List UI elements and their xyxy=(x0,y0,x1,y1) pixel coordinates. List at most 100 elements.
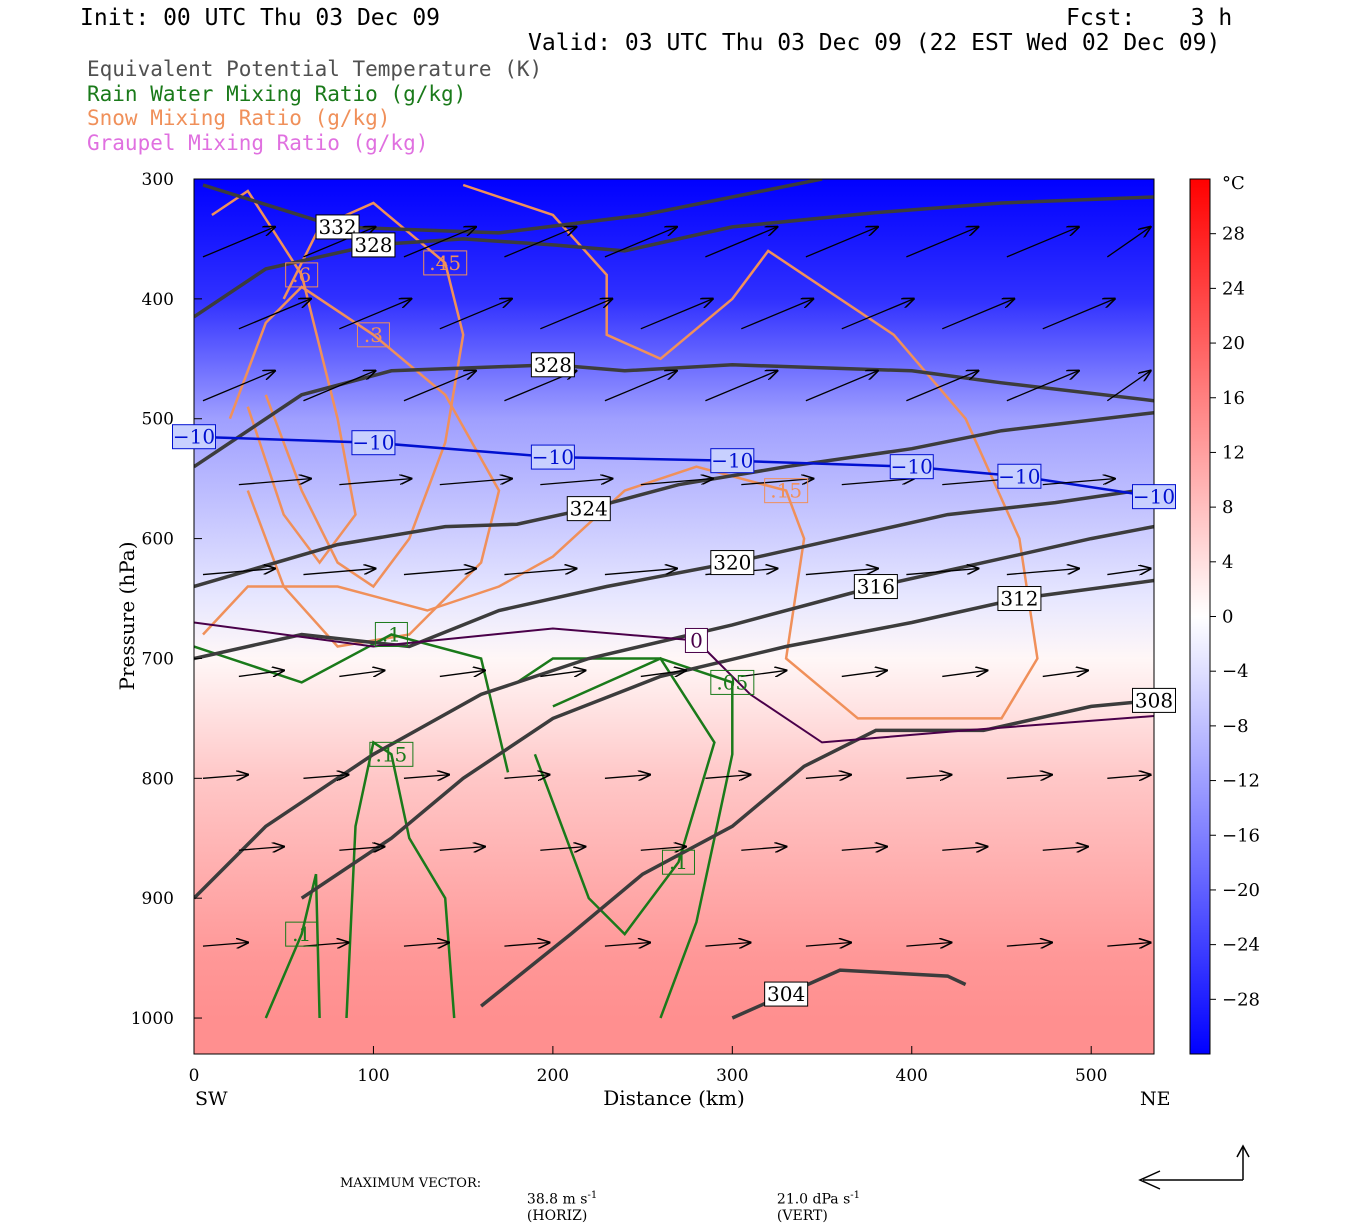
wind-vector xyxy=(942,299,1014,330)
minus10-isotherm-label: −10 xyxy=(1133,485,1175,509)
wind-vector xyxy=(604,943,650,947)
wind-vector xyxy=(202,775,248,779)
y-tick-label: 500 xyxy=(142,410,174,430)
rain-contour-label-group: .1 xyxy=(661,849,695,875)
wind-vector xyxy=(640,847,686,851)
wind-vector xyxy=(705,943,750,947)
minus10-isotherm-label: −10 xyxy=(352,431,394,455)
wind-vector xyxy=(403,227,476,258)
snow-contour-label-box xyxy=(764,478,809,504)
wind-vector xyxy=(741,670,786,676)
max-vector-label: MAXIMUM VECTOR: xyxy=(340,1176,482,1191)
theta-e-contour-label-box xyxy=(710,550,755,576)
wind-vector xyxy=(238,847,284,851)
reference-vector-icon xyxy=(1138,1144,1250,1190)
minus10-isotherm-label-group: −10 xyxy=(351,430,396,456)
plot-background xyxy=(194,179,1154,1054)
theta-e-contour-label-box xyxy=(351,232,396,258)
rain-contour-label-group: .05 xyxy=(710,669,755,695)
wind-vector xyxy=(540,670,585,676)
rain-contour-label-box xyxy=(661,849,695,875)
valid-time: Valid: 03 UTC Thu 03 Dec 09 (22 EST Wed … xyxy=(528,30,1221,56)
colorbar-tick-label: 0 xyxy=(1222,607,1233,628)
x-tick-label: 0 xyxy=(189,1066,200,1086)
sw-end-label: SW xyxy=(195,1088,228,1110)
y-tick-label: 900 xyxy=(142,889,174,909)
rain-contour-label-box xyxy=(374,621,408,647)
minus10-isotherm-label: −10 xyxy=(173,425,215,449)
y-tick-label: 400 xyxy=(142,290,174,310)
y-tick-label: 600 xyxy=(142,530,174,550)
rain-contour-label: .05 xyxy=(716,670,748,694)
minus10-isotherm-label-group: −10 xyxy=(889,454,934,480)
wind-vector xyxy=(303,569,375,576)
theta-e-contour-label-group: 320 xyxy=(710,550,755,576)
wind-vector xyxy=(841,670,887,676)
colorbar-tick-label: −12 xyxy=(1222,771,1260,792)
minus10-isotherm-label: −10 xyxy=(998,464,1040,488)
theta-e-contour-label-box xyxy=(853,574,898,600)
wind-vector xyxy=(604,775,650,779)
theta-e-contour xyxy=(194,524,1154,900)
wind-vector xyxy=(1042,847,1088,851)
freezing-line-label: 0 xyxy=(690,628,703,652)
legend-snow: Snow Mixing Ratio (g/kg) xyxy=(87,106,391,130)
wind-vector xyxy=(1006,775,1052,779)
theta-e-contour xyxy=(202,179,823,235)
wind-vector xyxy=(841,847,887,851)
legend-graupel: Graupel Mixing Ratio (g/kg) xyxy=(87,131,429,155)
wind-vector xyxy=(741,299,813,330)
wind-vector xyxy=(1006,569,1079,576)
theta-e-contour-label-box xyxy=(530,352,575,378)
wind-vector xyxy=(540,847,585,851)
snow-contour-label-group: .45 xyxy=(423,250,468,276)
wind-vector xyxy=(906,943,951,947)
snow-contour-label-group: .15 xyxy=(764,478,809,504)
wind-vector xyxy=(540,299,612,330)
wind-vector xyxy=(741,847,786,851)
wind-vector xyxy=(640,299,713,330)
y-tick-label: 800 xyxy=(142,769,174,789)
wind-vector xyxy=(1106,371,1150,402)
theta-e-contour-label: 324 xyxy=(570,497,608,521)
vert-unit: -1 xyxy=(850,1190,861,1201)
colorbar xyxy=(1189,178,1211,1055)
freezing-line-label-box xyxy=(684,627,708,653)
snow-contour-label: .6 xyxy=(292,263,311,287)
x-tick-label: 300 xyxy=(716,1066,748,1086)
wind-vector xyxy=(705,371,777,402)
rain-contour-label-group: .1 xyxy=(285,921,319,947)
wind-vector xyxy=(604,371,677,402)
wind-vector xyxy=(303,371,375,402)
theta-e-contour-label-group: 328 xyxy=(530,352,575,378)
wind-vector xyxy=(238,670,284,676)
rain-contour-label: .1 xyxy=(292,922,311,946)
theta-e-contour-label: 304 xyxy=(767,982,805,1006)
wind-vector xyxy=(504,569,576,576)
snow-contour-label: .45 xyxy=(429,251,461,275)
theta-e-contour xyxy=(194,195,1154,319)
wind-vector xyxy=(1006,371,1079,402)
theta-e-contour-label-group: 304 xyxy=(764,981,809,1007)
rain-contour xyxy=(533,656,716,937)
wind-vector xyxy=(1042,670,1088,676)
minus10-isotherm-label: −10 xyxy=(891,455,933,479)
wind-vector xyxy=(942,847,987,851)
minus10-isotherm-label-box xyxy=(997,463,1042,489)
wind-vector xyxy=(741,479,813,486)
freezing-line xyxy=(194,621,1154,744)
wind-vector xyxy=(906,371,978,402)
rain-contour-label: .1 xyxy=(669,850,688,874)
snow-contour-label: .3 xyxy=(364,323,383,347)
rain-contour-label: .1 xyxy=(382,622,401,646)
wind-vector xyxy=(640,479,713,486)
wind-vector xyxy=(1006,227,1079,258)
wind-vector xyxy=(403,569,476,576)
wind-vector xyxy=(303,943,348,947)
minus10-isotherm-label-box xyxy=(351,430,396,456)
snow-contour-label-box xyxy=(285,262,319,288)
wind-vector xyxy=(805,371,878,402)
colorbar-tick-label: −4 xyxy=(1222,661,1249,682)
wind-vector xyxy=(303,227,375,258)
colorbar-tick-label: 16 xyxy=(1222,388,1245,409)
